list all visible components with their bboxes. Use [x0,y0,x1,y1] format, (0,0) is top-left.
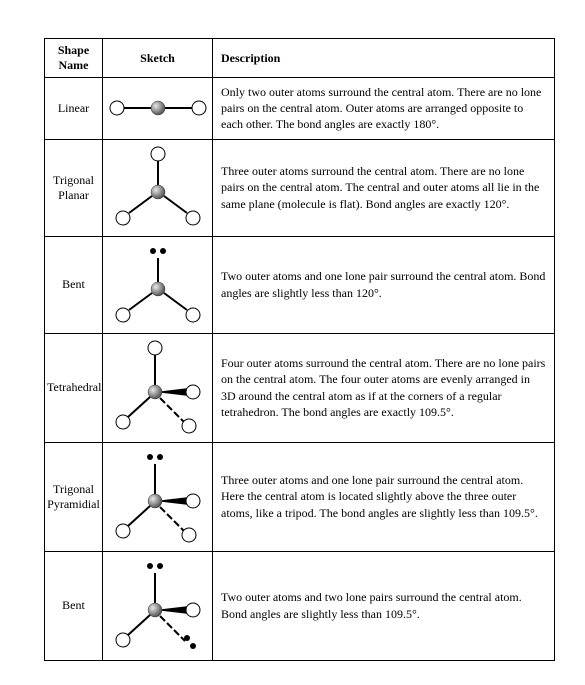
document-page: Shape Name Sketch Description Linear Only… [0,0,585,681]
molecule-sketch [105,142,211,234]
sketch-cell [103,139,213,236]
description-cell: Four outer atoms surround the central at… [213,333,555,442]
description-cell: Three outer atoms and one lone pair surr… [213,442,555,551]
shapes-table: Shape Name Sketch Description Linear Only… [44,38,555,661]
table-row: Bent Two outer atoms and two lone pairs s… [45,551,555,660]
header-description: Description [213,39,555,78]
shape-name-cell: Linear [45,78,103,140]
header-sketch: Sketch [103,39,213,78]
molecule-sketch [105,336,211,440]
molecule-sketch [105,85,211,131]
molecule-sketch [105,239,211,331]
sketch-cell [103,78,213,140]
sketch-cell [103,236,213,333]
sketch-cell [103,333,213,442]
description-cell: Two outer atoms and one lone pair surrou… [213,236,555,333]
table-header-row: Shape Name Sketch Description [45,39,555,78]
shape-name-cell: Trigonal Pyramidial [45,442,103,551]
table-row: Trigonal Pyramidial Three outer atoms and… [45,442,555,551]
description-cell: Two outer atoms and two lone pairs surro… [213,551,555,660]
table-row: Trigonal Planar Three outer atoms surroun… [45,139,555,236]
description-cell: Three outer atoms surround the central a… [213,139,555,236]
table-row: Linear Only two outer atoms surround the … [45,78,555,140]
molecule-sketch [105,445,211,549]
molecule-sketch [105,554,211,658]
shape-name-cell: Trigonal Planar [45,139,103,236]
shape-name-cell: Bent [45,236,103,333]
shape-name-cell: Tetrahedral [45,333,103,442]
header-shape-name: Shape Name [45,39,103,78]
sketch-cell [103,551,213,660]
sketch-cell [103,442,213,551]
shape-name-cell: Bent [45,551,103,660]
table-row: Tetrahedral Four outer atoms surround the… [45,333,555,442]
description-cell: Only two outer atoms surround the centra… [213,78,555,140]
table-row: Bent Two outer atoms and one lone pair su… [45,236,555,333]
